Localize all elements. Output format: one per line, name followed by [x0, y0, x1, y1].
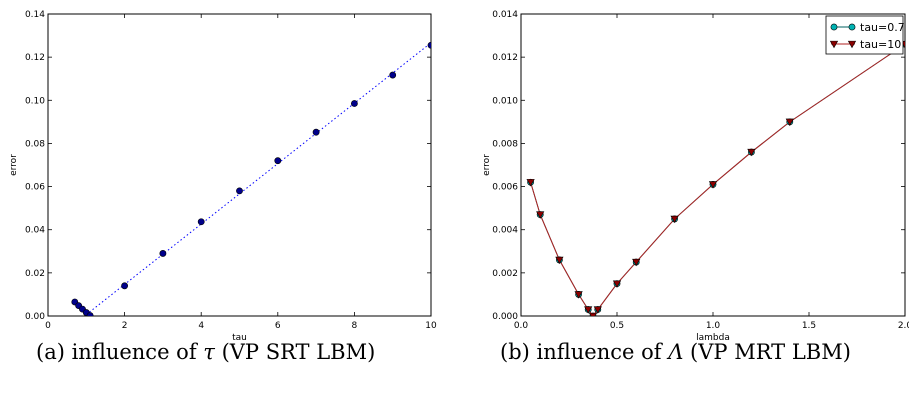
chart-b-series-1-point: [708, 181, 718, 189]
chart-a-ytick-label: 0.06: [25, 183, 45, 193]
chart-a-data-point: [389, 71, 397, 79]
chart-b-legend: tau=0.7 tau=10: [825, 15, 905, 55]
chart-b-ytick-label: 0.000: [492, 312, 518, 322]
chart-b-xtick-label: 0.0: [514, 321, 529, 331]
chart-b-ytick-label: 0.012: [492, 53, 518, 63]
chart-a-ytick-label: 0.00: [25, 312, 45, 322]
chart-a-ytick-label: 0.04: [25, 226, 45, 236]
chart-b-legend-marker: [830, 23, 838, 31]
chart-a-xlabel: tau: [232, 333, 247, 343]
chart-a: 0 2 4 6 8 10 0.00 0.02 0.04 0.06 0.08 0.10 0.12 0.14 t…: [9, 10, 437, 343]
chart-a-data-point: [350, 100, 358, 107]
chart-b-series-1-point: [785, 118, 794, 127]
chart-a-xtick-label: 6: [275, 321, 281, 331]
chart-a-ylabel: error: [9, 154, 19, 176]
chart-b-ytick-label: 0.014: [492, 10, 518, 20]
chart-a-xtick-label: 4: [198, 321, 204, 331]
chart-a-ytick-label: 0.10: [25, 96, 45, 106]
caption-b: (b) influence of Λ (VP MRT LBM): [500, 340, 851, 364]
chart-b-series-1-point: [588, 312, 598, 316]
chart-b: 0.0 0.5 1.0 1.5 2.0 0.000 0.002 0.004 0.006 0.008…: [482, 10, 909, 343]
chart-b-ytick-label: 0.008: [492, 139, 518, 149]
chart-a-xtick-label: 10: [425, 321, 437, 331]
chart-b-ytick-label: 0.010: [492, 96, 518, 106]
chart-b-ytick-label: 0.002: [492, 269, 518, 279]
chart-b-legend-label: tau=0.7: [860, 21, 905, 34]
chart-b-plot-area: [526, 40, 905, 316]
chart-b-ytick-label: 0.004: [492, 226, 518, 236]
chart-b-series-1-point: [555, 256, 564, 265]
chart-a-ytick-label: 0.14: [25, 10, 45, 20]
chart-a-data-point: [159, 250, 167, 257]
chart-a-data-point: [86, 312, 94, 316]
chart-a-plot-area: [71, 41, 431, 316]
chart-b-xtick-label: 0.5: [610, 321, 624, 331]
chart-a-data-point: [236, 187, 243, 195]
chart-b-xtick-label: 1.5: [802, 321, 816, 331]
chart-a-xtick-label: 2: [122, 321, 128, 331]
chart-b-series-1-point: [526, 179, 535, 187]
chart-a-data-point: [197, 218, 205, 226]
chart-b-legend-label: tau=10: [860, 38, 901, 51]
chart-b-legend-marker: [829, 40, 839, 49]
chart-b-series-1-point: [584, 306, 593, 314]
chart-b-xlabel: lambda: [696, 333, 730, 343]
chart-b-series-1-point: [574, 291, 583, 299]
chart-b-series-1-point: [632, 258, 641, 267]
chart-a-xtick-label: 8: [352, 321, 358, 331]
chart-b-legend-marker: [848, 23, 856, 31]
chart-a-series-line: [85, 42, 431, 316]
chart-b-series-1-point: [747, 148, 756, 157]
chart-a-ytick-label: 0.12: [25, 53, 45, 63]
chart-b-series-1-line: [530, 43, 905, 316]
chart-a-data-point: [274, 157, 282, 165]
chart-b-series-1-point: [536, 211, 545, 219]
chart-b-series-1-point: [593, 306, 602, 314]
caption-b-suffix: (VP MRT LBM): [683, 340, 851, 364]
chart-a-ytick-label: 0.02: [25, 269, 45, 279]
caption-a-suffix: (VP SRT LBM): [214, 340, 376, 364]
chart-b-series-1-point: [612, 280, 622, 288]
chart-b-xtick-label: 2.0: [898, 321, 909, 331]
chart-b-ytick-label: 0.006: [492, 183, 518, 193]
chart-b-frame: [520, 13, 906, 317]
caption-a-prefix: (a) influence of: [36, 340, 204, 364]
chart-b-legend-box: [825, 15, 904, 55]
chart-a-ytick-label: 0.08: [25, 139, 45, 149]
caption-a-symbol: τ: [203, 340, 215, 364]
chart-b-legend-marker: [847, 40, 857, 49]
caption-b-prefix: (b) influence of: [500, 340, 669, 364]
chart-a-data-point: [121, 282, 128, 290]
chart-b-series-1-point: [670, 215, 679, 224]
caption-b-symbol: Λ: [668, 340, 684, 364]
chart-b-ylabel: error: [482, 154, 492, 176]
caption-a: (a) influence of τ (VP SRT LBM): [36, 340, 375, 364]
chart-a-frame: [47, 13, 432, 317]
chart-a-data-point: [312, 128, 320, 136]
chart-a-data-point: [427, 41, 431, 49]
chart-b-xtick-label: 1.0: [706, 321, 721, 331]
chart-a-xtick-label: 0: [45, 321, 51, 331]
